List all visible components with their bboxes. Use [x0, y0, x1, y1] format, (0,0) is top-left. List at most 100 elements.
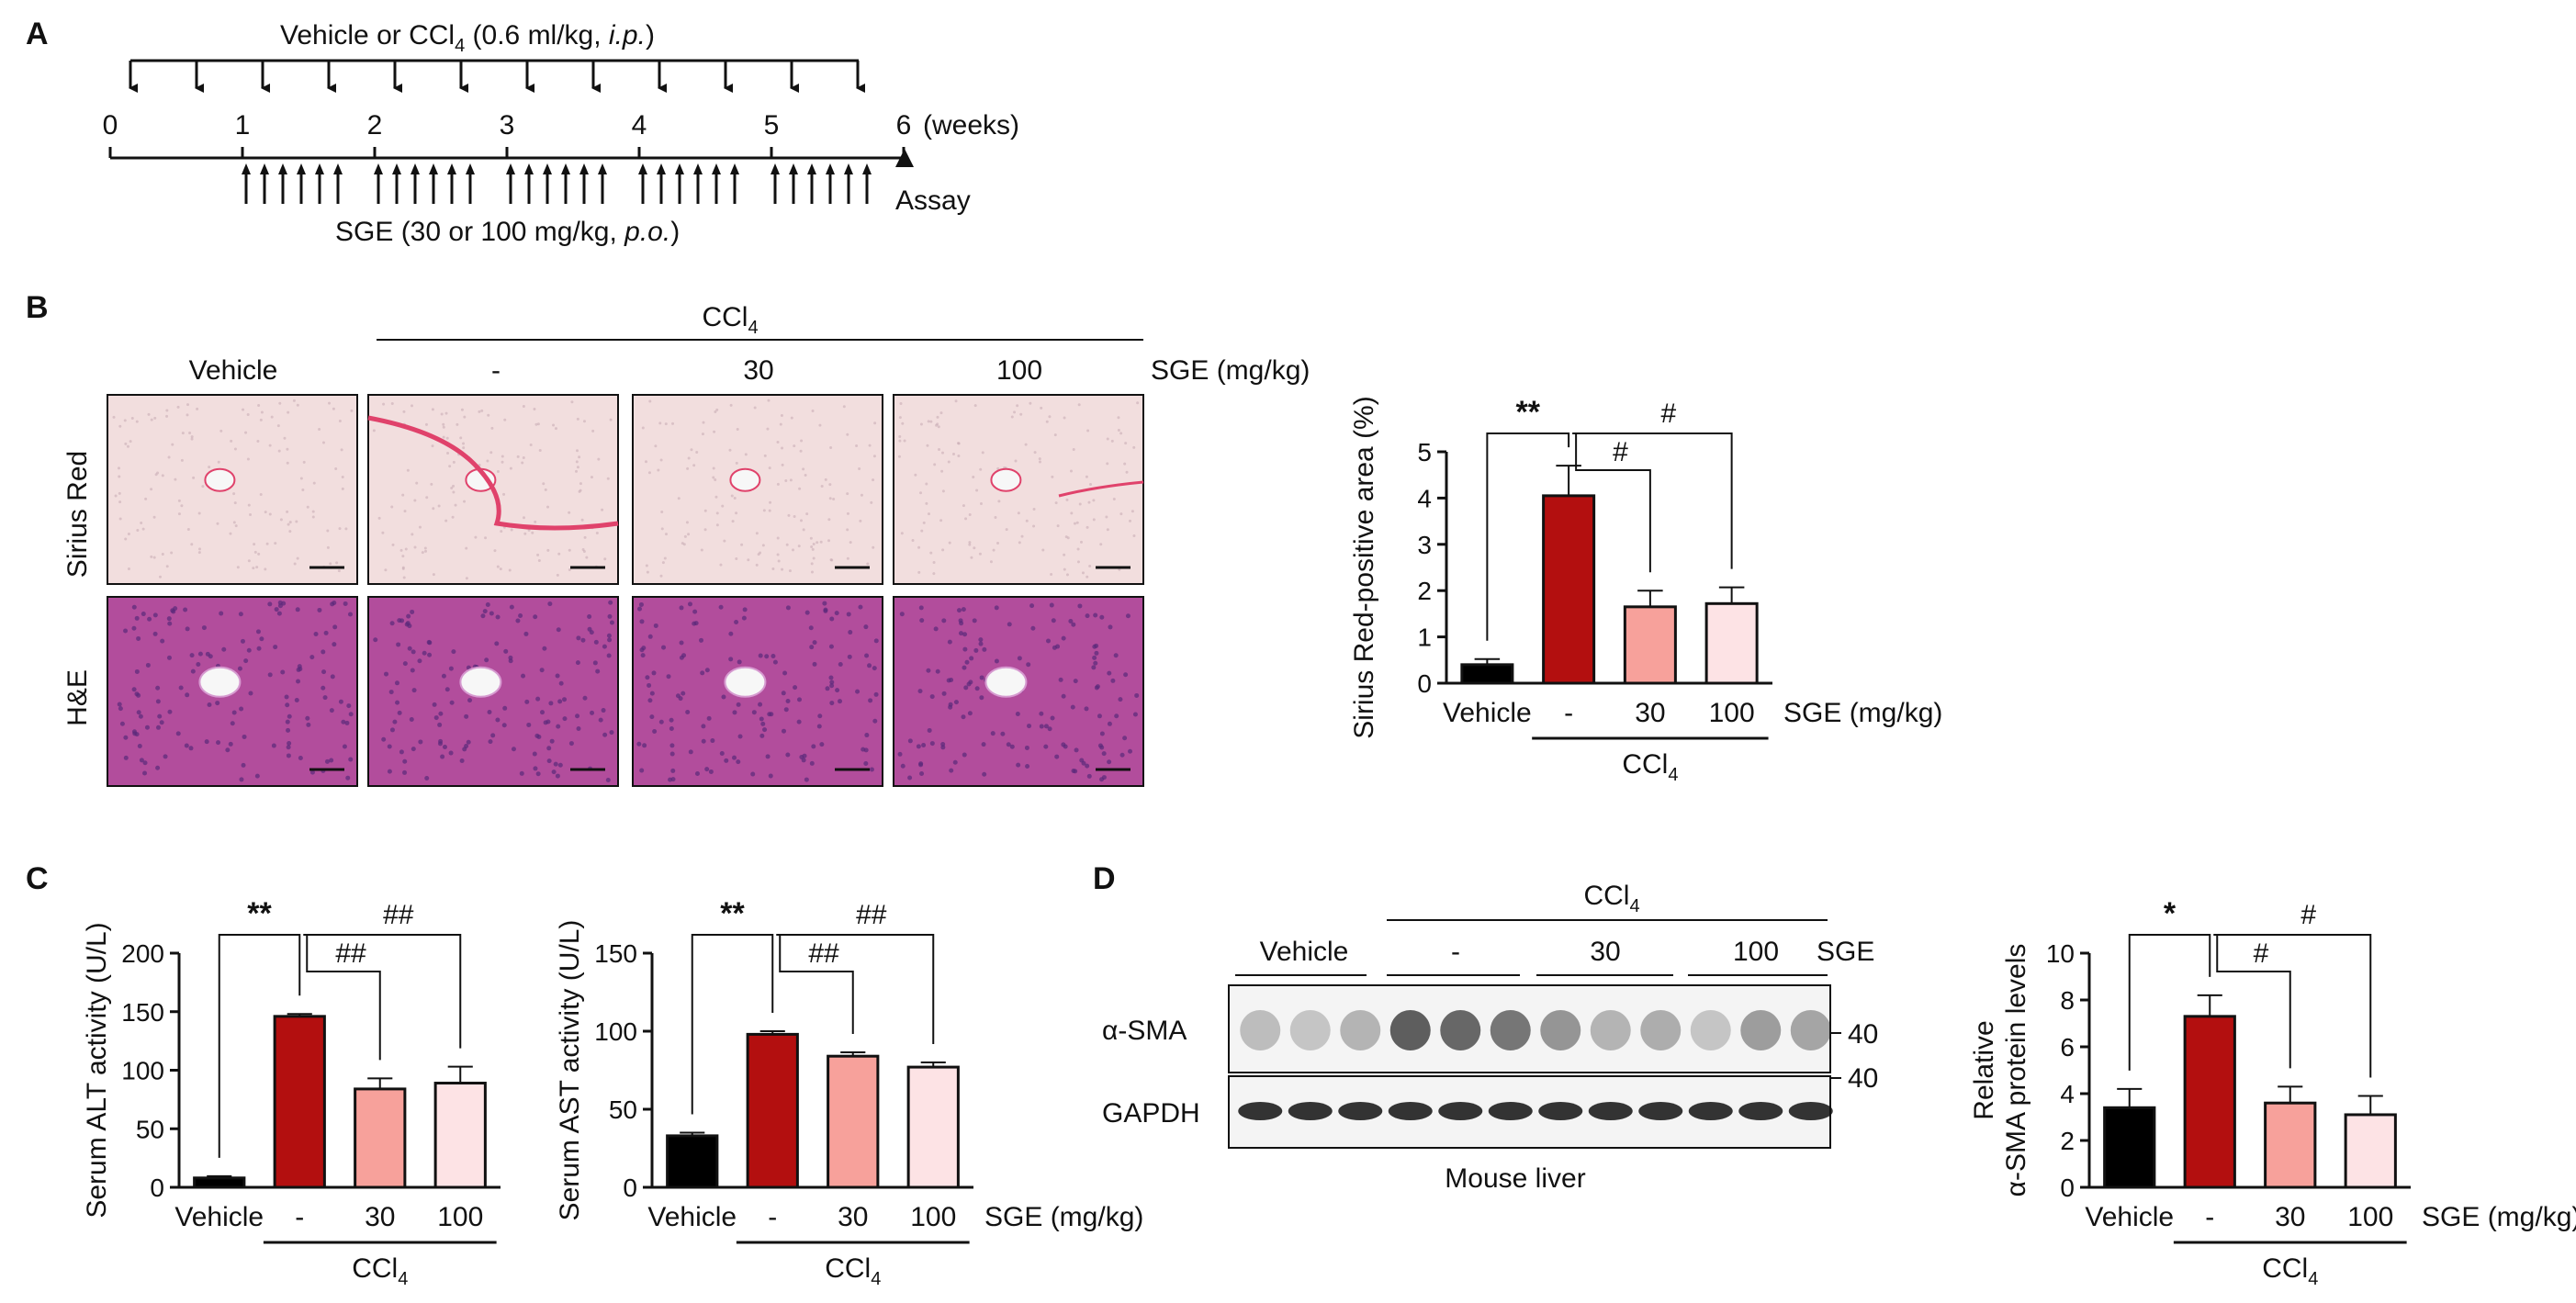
cell-dot [155, 725, 161, 730]
cell-dot [326, 545, 330, 549]
vessel-lumen [204, 467, 236, 492]
cell-dot [495, 717, 501, 723]
sig-marker: ## [383, 900, 414, 930]
cell-dot [389, 727, 395, 733]
cell-dot [332, 407, 335, 410]
cell-dot [1051, 618, 1056, 623]
cell-dot [765, 754, 771, 759]
cell-dot [134, 615, 140, 621]
cell-dot [595, 531, 599, 534]
cell-dot [196, 661, 201, 667]
sge-arrowhead-icon [862, 163, 872, 174]
cell-dot [449, 700, 455, 705]
cell-dot [917, 570, 921, 574]
cell-dot [933, 626, 939, 632]
cell-dot [1119, 512, 1123, 516]
cell-dot [779, 422, 782, 426]
cell-dot [1065, 573, 1069, 577]
cell-dot [1106, 437, 1109, 441]
cell-dot [496, 565, 500, 568]
cell-dot [828, 497, 832, 500]
cell-dot [948, 704, 953, 710]
cell-dot [399, 548, 403, 552]
cell-dot [441, 673, 446, 679]
cell-dot [1092, 655, 1097, 660]
group-label: CCl4 [825, 1253, 881, 1289]
cell-dot [288, 521, 292, 524]
cell-dot [1132, 534, 1136, 538]
cell-dot [503, 418, 507, 421]
cell-dot [801, 758, 806, 763]
gapdh-band [1238, 1102, 1283, 1120]
cell-dot [444, 411, 448, 415]
cell-dot [160, 638, 165, 644]
cell-dot [781, 567, 784, 571]
cell-dot [124, 442, 128, 445]
cell-dot [338, 699, 343, 704]
cell-dot [817, 713, 823, 719]
micrograph-tile [893, 394, 1144, 585]
cell-dot [411, 649, 416, 655]
cell-dot [804, 610, 810, 615]
cell-dot [1122, 736, 1128, 741]
cell-dot [692, 464, 696, 467]
cell-dot [917, 545, 921, 549]
cell-dot [236, 566, 240, 569]
cell-dot [759, 733, 765, 738]
cell-dot [296, 679, 301, 684]
cell-dot [345, 775, 351, 781]
cell-dot [1027, 724, 1032, 729]
cell-dot [699, 637, 704, 643]
cell-dot [257, 552, 261, 556]
cell-dot [464, 713, 469, 719]
cell-dot [253, 550, 257, 554]
cell-dot [432, 573, 435, 577]
cell-dot [939, 519, 943, 522]
cell-dot [700, 670, 705, 676]
cell-dot [1134, 692, 1140, 698]
cell-dot [123, 735, 129, 740]
cell-dot [286, 510, 289, 513]
cell-dot [828, 483, 832, 487]
cell-dot [257, 404, 261, 408]
cell-dot [413, 545, 417, 549]
cell-dot [947, 639, 952, 645]
cell-dot [978, 637, 984, 643]
cell-dot [403, 510, 407, 513]
cell-dot [970, 556, 973, 559]
cell-dot [465, 546, 468, 550]
cell-dot [702, 421, 705, 424]
cell-dot [273, 645, 278, 650]
cell-dot [790, 416, 793, 420]
y-tick-label: 4 [2060, 1080, 2075, 1108]
cell-dot [747, 558, 750, 562]
cell-dot [431, 444, 434, 448]
cell-dot [540, 710, 546, 715]
cell-dot [402, 769, 408, 775]
sge-arrowhead-icon [315, 163, 324, 174]
cell-dot [940, 451, 944, 455]
x-tick-label: 100 [437, 1202, 483, 1232]
week-tick-label: 6 [896, 110, 912, 140]
bar [1623, 605, 1677, 685]
fibrosis-septum [367, 415, 619, 531]
cell-dot [418, 525, 422, 529]
cell-dot [598, 717, 603, 723]
cell-dot [265, 542, 269, 545]
histology-ccl4-header: CCl4 [702, 302, 758, 338]
cell-dot [1039, 711, 1044, 716]
cell-dot [267, 601, 273, 607]
cell-dot [123, 419, 127, 422]
cell-dot [898, 435, 902, 439]
cell-dot [846, 612, 851, 617]
cell-dot [708, 769, 714, 774]
cell-dot [490, 426, 494, 430]
cell-dot [247, 559, 251, 563]
cell-dot [546, 548, 550, 552]
cell-dot [538, 449, 542, 453]
cell-dot [962, 504, 965, 508]
cell-dot [735, 556, 738, 560]
cell-dot [804, 473, 807, 477]
cell-dot [494, 641, 500, 646]
cell-dot [167, 709, 173, 714]
